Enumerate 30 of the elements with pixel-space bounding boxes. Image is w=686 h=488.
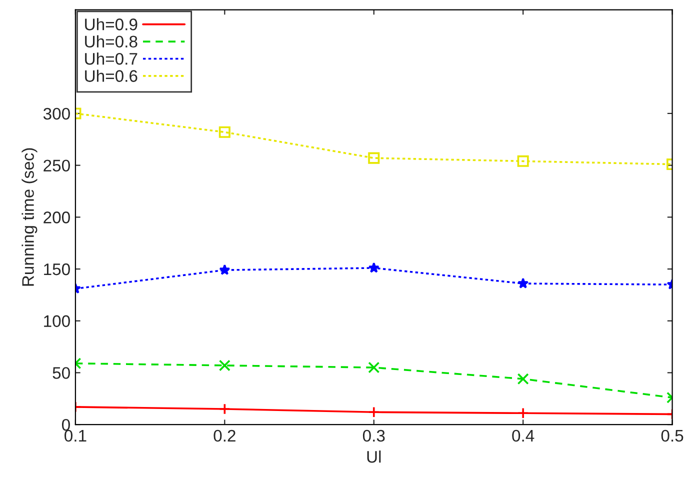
- x-axis-title: Ul: [367, 450, 381, 463]
- y-tick-label: 200: [44, 212, 70, 224]
- x-tick-label: 0.1: [64, 430, 86, 442]
- point: [518, 278, 529, 288]
- point: [368, 152, 380, 164]
- y-tick-label: 50: [52, 367, 70, 379]
- legend-label: Uh=0.9: [85, 18, 138, 30]
- y-axis-title: Running time (sec): [22, 148, 38, 286]
- x-tick-label: 0.3: [362, 430, 385, 442]
- y-tick-label: 0: [62, 418, 70, 431]
- point: [517, 407, 529, 419]
- y-tick-label: 150: [44, 263, 70, 276]
- point: [517, 373, 529, 385]
- x-tick-label: 0.4: [512, 430, 534, 442]
- y-tick-label: 100: [44, 315, 70, 328]
- y-tick-label: 300: [43, 108, 70, 120]
- point: [368, 406, 380, 418]
- x-tick-label: 0.2: [214, 430, 236, 442]
- point: [218, 126, 230, 138]
- point: [368, 362, 380, 374]
- legend-label: Uh=0.8: [85, 35, 138, 48]
- legend-label: Uh=0.6: [85, 70, 138, 82]
- point: [517, 155, 529, 167]
- legend-label: Uh=0.7: [85, 52, 138, 65]
- point: [218, 360, 230, 372]
- point: [368, 262, 380, 273]
- point: [218, 403, 230, 415]
- point: [219, 264, 230, 275]
- y-tick-label: 250: [44, 160, 70, 172]
- x-tick-label: 0.5: [661, 430, 684, 442]
